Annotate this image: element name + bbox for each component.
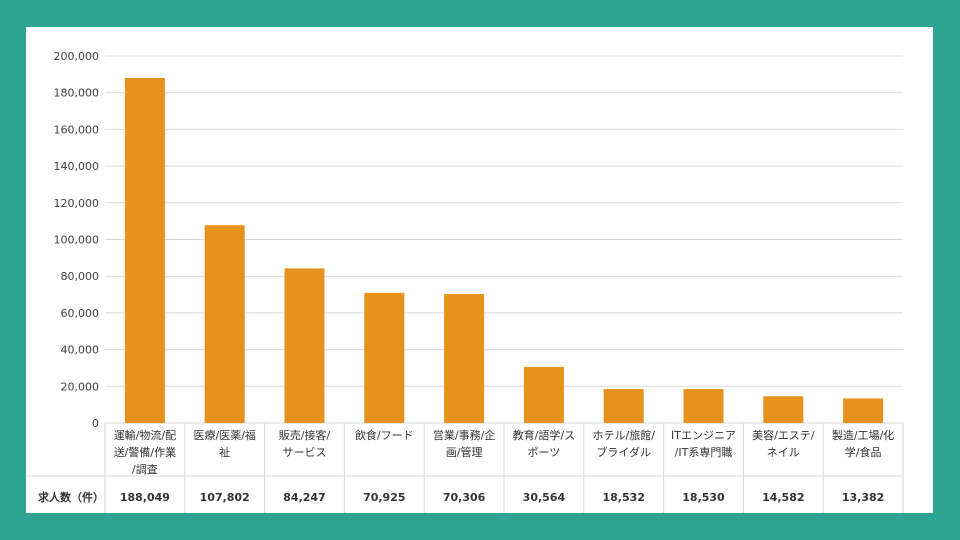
x-category-label: 運輸/物流/配	[114, 428, 176, 442]
bar	[124, 77, 165, 423]
x-category-label: 教育/語学/ス	[513, 428, 575, 442]
bar	[763, 396, 804, 423]
y-tick-label: 0	[92, 417, 99, 430]
value-label: 30,564	[523, 491, 566, 504]
x-category-label: /調査	[132, 462, 158, 476]
x-category-label: 飲食/フード	[355, 428, 414, 442]
x-category-label: ホテル/旅館/	[592, 428, 655, 442]
x-category-label: 営業/事務/企	[433, 428, 495, 442]
x-category-label: 学/食品	[845, 445, 882, 459]
y-axis-ticks: 0 20,000 40,000 60,000 80,000 100,000 120,000 1…	[54, 50, 100, 430]
x-category-label: 販売/接客/	[279, 428, 331, 442]
y-tick-label: 200,000	[54, 50, 100, 63]
value-label: 70,306	[443, 491, 486, 504]
value-label: 18,532	[602, 491, 644, 504]
x-category-label: サービス	[283, 446, 327, 459]
x-category-label: ITエンジニア	[671, 429, 736, 442]
x-category-label: 製造/工場/化	[832, 428, 894, 442]
x-category-label: /IT系専門職	[675, 446, 733, 459]
data-table: 求人数（件） 運輸/物流/配送/警備/作業/調査 188,049 医療/医薬/福祉 1…	[38, 428, 894, 504]
y-tick-label: 160,000	[54, 123, 100, 136]
bar	[204, 225, 245, 423]
x-category-label: 美容/エステ/	[752, 428, 815, 442]
y-tick-label: 140,000	[54, 160, 100, 173]
bar	[843, 398, 884, 423]
value-label: 107,802	[200, 491, 250, 504]
bar	[603, 388, 644, 423]
bar-chart: 0 20,000 40,000 60,000 80,000 100,000 120,000 1…	[26, 50, 904, 513]
x-category-label: ポーツ	[528, 446, 561, 459]
y-tick-label: 120,000	[54, 197, 100, 210]
value-label: 84,247	[283, 491, 325, 504]
y-tick-label: 180,000	[54, 87, 100, 100]
x-category-label: 送/警備/作業	[114, 445, 176, 459]
bar	[523, 366, 564, 423]
bar	[683, 388, 724, 423]
chart-panel: 0 20,000 40,000 60,000 80,000 100,000 120,000 1…	[26, 27, 933, 513]
bar	[364, 292, 405, 423]
value-label: 70,925	[363, 491, 405, 504]
x-category-label: 医療/医薬/福	[193, 428, 255, 442]
value-label: 18,530	[682, 491, 725, 504]
y-tick-label: 100,000	[54, 234, 100, 247]
x-category-label: ネイル	[767, 446, 800, 459]
y-tick-label: 20,000	[61, 380, 100, 393]
bar	[284, 268, 325, 423]
x-category-label: ブライダル	[596, 445, 651, 459]
bars	[124, 77, 884, 423]
y-tick-label: 80,000	[61, 270, 100, 283]
value-label: 14,582	[762, 491, 804, 504]
x-category-label: 画/管理	[446, 445, 483, 459]
value-label: 188,049	[120, 491, 170, 504]
y-tick-label: 40,000	[61, 344, 100, 357]
bar	[444, 293, 485, 423]
table-row-header: 求人数（件）	[38, 490, 104, 504]
y-tick-label: 60,000	[61, 307, 100, 320]
value-label: 13,382	[842, 491, 884, 504]
x-category-label: 祉	[219, 446, 230, 459]
